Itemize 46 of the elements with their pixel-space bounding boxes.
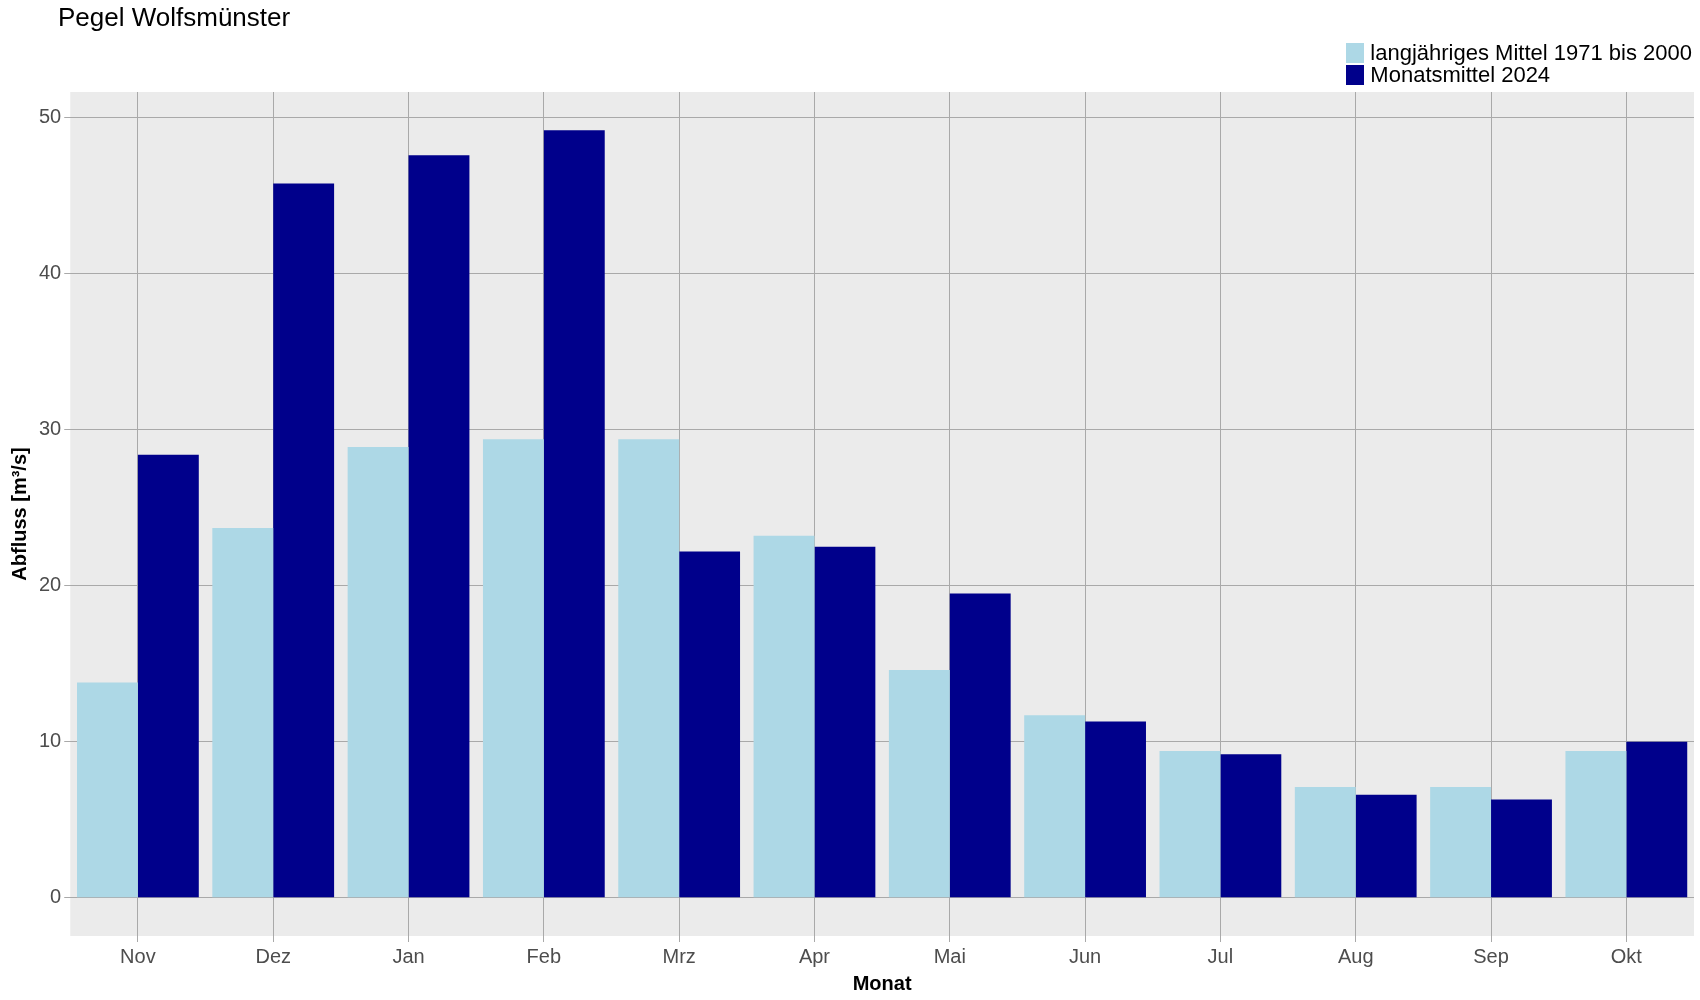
x-tick-label: Jan bbox=[392, 944, 425, 967]
bar bbox=[543, 130, 605, 898]
x-tick-label: Jun bbox=[1068, 944, 1102, 967]
bar bbox=[408, 155, 470, 898]
y-axis-title: Abfluss [m³/s] bbox=[7, 447, 30, 581]
x-axis-title: Monat bbox=[852, 971, 912, 994]
bar bbox=[1085, 721, 1146, 898]
bar bbox=[77, 682, 138, 898]
bar bbox=[1220, 754, 1282, 898]
x-tick-label: Mrz bbox=[662, 944, 696, 967]
y-tick-label: 0 bbox=[50, 885, 62, 908]
bar bbox=[618, 439, 680, 898]
legend-label: langjähriges Mittel 1971 bis 2000 bbox=[1370, 40, 1692, 65]
chart-title: Pegel Wolfsmünster bbox=[58, 2, 291, 33]
bar bbox=[1024, 715, 1086, 898]
bar bbox=[753, 535, 815, 898]
bar bbox=[1294, 786, 1356, 898]
bar bbox=[482, 439, 544, 898]
x-tick-label: Sep bbox=[1473, 944, 1509, 967]
bar bbox=[1159, 751, 1221, 898]
x-tick-label: Aug bbox=[1337, 944, 1374, 967]
y-tick-label: 20 bbox=[39, 573, 62, 596]
bar bbox=[273, 183, 335, 898]
x-tick-label: Nov bbox=[120, 944, 156, 967]
bar bbox=[137, 454, 199, 898]
bar bbox=[1430, 786, 1492, 898]
y-tick-label: 40 bbox=[39, 261, 62, 284]
bar bbox=[814, 546, 876, 898]
bar bbox=[212, 528, 274, 898]
bar bbox=[888, 669, 950, 898]
x-tick-label: Okt bbox=[1610, 944, 1643, 967]
x-tick-label: Apr bbox=[798, 944, 831, 967]
y-tick-label: 10 bbox=[39, 729, 62, 752]
y-tick-label: 30 bbox=[39, 417, 62, 440]
bar bbox=[1491, 799, 1552, 898]
bar bbox=[949, 593, 1011, 898]
bar bbox=[1626, 741, 1688, 898]
bar bbox=[679, 551, 741, 898]
x-tick-label: Dez bbox=[255, 944, 291, 967]
bar bbox=[1355, 794, 1417, 898]
x-tick-label: Mai bbox=[933, 944, 966, 967]
bar bbox=[1565, 751, 1627, 898]
y-tick-label: 50 bbox=[39, 105, 62, 128]
bar bbox=[347, 446, 409, 898]
x-tick-label: Feb bbox=[526, 944, 562, 967]
x-tick-label: Jul bbox=[1207, 944, 1234, 967]
